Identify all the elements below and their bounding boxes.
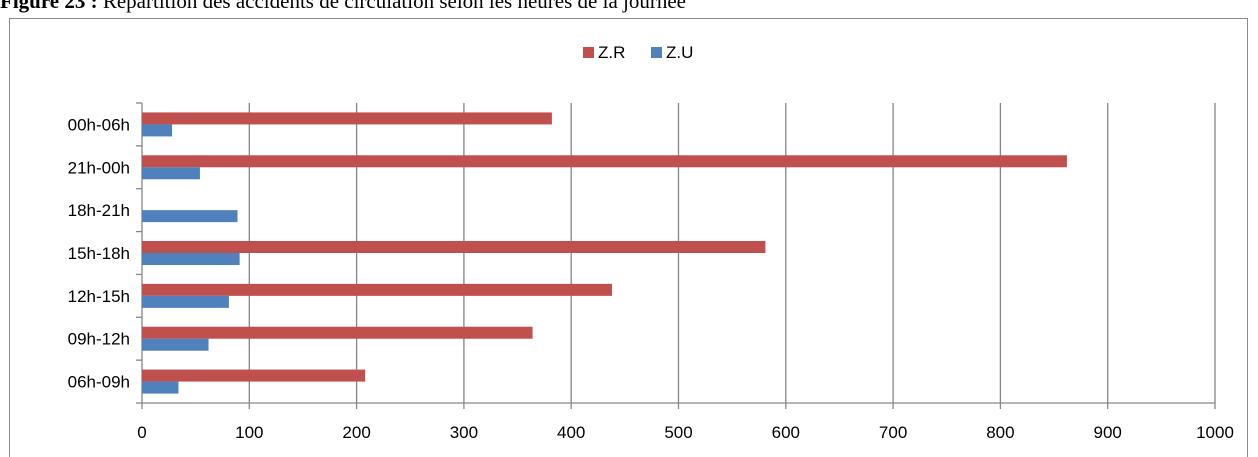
bar-zr (142, 241, 766, 253)
bar-zr (142, 112, 552, 125)
y-tick-label: 09h-12h (68, 330, 130, 349)
bar-zu (142, 167, 200, 180)
x-tick-label: 400 (557, 423, 585, 442)
y-tick-label: 15h-18h (68, 244, 130, 263)
bar-zu (142, 124, 173, 137)
bar-zr (142, 283, 612, 296)
bar-zr (142, 369, 366, 382)
bar-zr (142, 326, 533, 339)
legend-label: Z.U (666, 43, 693, 62)
x-tick-label: 200 (342, 423, 370, 442)
legend-swatch (651, 47, 662, 58)
x-tick-label: 900 (1094, 423, 1122, 442)
y-tick-label: 06h-09h (68, 373, 130, 392)
bar-zu (142, 381, 179, 394)
figure-number: Figure 23 : (0, 0, 98, 13)
y-tick-label: 21h-00h (68, 158, 130, 177)
x-tick-label: 100 (235, 423, 263, 442)
y-tick-label: 00h-06h (68, 115, 130, 134)
x-tick-label: 0 (137, 423, 146, 442)
x-tick-label: 500 (664, 423, 692, 442)
bar-zu (142, 295, 229, 308)
bar-zu (142, 210, 238, 223)
x-tick-label: 800 (986, 423, 1014, 442)
y-tick-label: 12h-15h (68, 287, 130, 306)
bar-zr (142, 155, 1067, 168)
x-tick-label: 1000 (1196, 423, 1234, 442)
legend-swatch (583, 47, 594, 58)
bar-zu (142, 338, 209, 351)
legend-label: Z.R (598, 43, 625, 62)
figure-caption: Figure 23 : Répartition des accidents de… (0, 0, 1258, 16)
y-tick-label: 18h-21h (68, 201, 130, 220)
figure-title: Répartition des accidents de circulation… (97, 0, 686, 13)
x-tick-label: 600 (772, 423, 800, 442)
chart-frame (9, 18, 1248, 457)
x-tick-label: 300 (450, 423, 478, 442)
x-tick-label: 700 (879, 423, 907, 442)
bar-zu (142, 253, 240, 265)
